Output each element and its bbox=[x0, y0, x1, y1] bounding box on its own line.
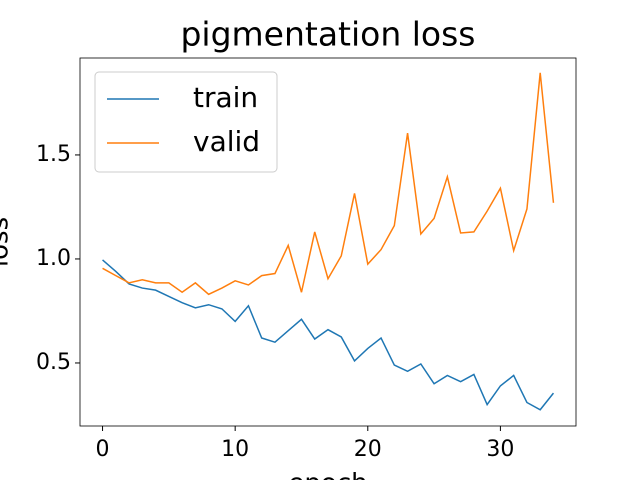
chart-title: pigmentation loss bbox=[180, 15, 475, 54]
y-tick-label: 1.5 bbox=[36, 142, 71, 167]
x-axis-label: epoch bbox=[288, 469, 367, 480]
x-tick-label: 10 bbox=[221, 437, 249, 462]
x-tick-label: 20 bbox=[354, 437, 382, 462]
legend-label: valid bbox=[193, 125, 260, 158]
x-tick-label: 30 bbox=[486, 437, 514, 462]
y-tick-label: 0.5 bbox=[36, 350, 71, 375]
y-axis-label: loss bbox=[0, 217, 15, 267]
legend-box bbox=[94, 71, 278, 173]
plot-frame bbox=[79, 57, 577, 427]
x-tick-label: 0 bbox=[96, 437, 110, 462]
legend-label: train bbox=[193, 81, 258, 114]
series-line bbox=[102, 259, 555, 411]
y-tick-label: 1.0 bbox=[36, 246, 71, 271]
series-line bbox=[102, 72, 555, 296]
